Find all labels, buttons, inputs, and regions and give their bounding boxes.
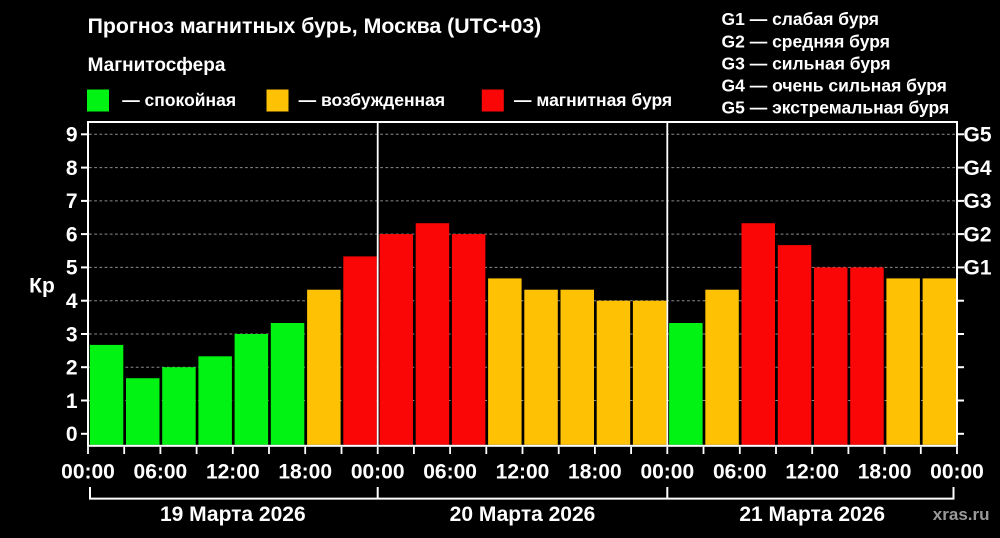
svg-text:G2 — средняя буря: G2 — средняя буря bbox=[722, 31, 890, 51]
svg-text:Прогноз магнитных бурь, Москва: Прогноз магнитных бурь, Москва (UTC+03) bbox=[88, 14, 542, 38]
svg-text:00:00: 00:00 bbox=[640, 460, 694, 483]
svg-text:2: 2 bbox=[66, 357, 78, 380]
svg-text:00:00: 00:00 bbox=[61, 460, 115, 483]
svg-text:G2: G2 bbox=[964, 223, 992, 246]
svg-text:1: 1 bbox=[66, 390, 78, 413]
svg-text:18:00: 18:00 bbox=[858, 460, 912, 483]
svg-text:6: 6 bbox=[66, 223, 78, 246]
svg-text:G1: G1 bbox=[964, 257, 992, 280]
svg-text:— возбужденная: — возбужденная bbox=[299, 90, 445, 110]
svg-text:7: 7 bbox=[66, 190, 78, 213]
svg-text:xras.ru: xras.ru bbox=[933, 505, 990, 524]
svg-text:21 Марта 2026: 21 Марта 2026 bbox=[739, 503, 885, 526]
svg-text:0: 0 bbox=[66, 423, 78, 446]
svg-text:00:00: 00:00 bbox=[351, 460, 405, 483]
svg-text:00:00: 00:00 bbox=[930, 460, 984, 483]
svg-text:G4: G4 bbox=[964, 157, 992, 180]
svg-text:Кр: Кр bbox=[29, 274, 55, 297]
svg-text:18:00: 18:00 bbox=[568, 460, 622, 483]
svg-text:5: 5 bbox=[66, 257, 78, 280]
svg-text:20 Марта 2026: 20 Марта 2026 bbox=[450, 503, 596, 526]
svg-text:3: 3 bbox=[66, 323, 78, 346]
svg-text:G3: G3 bbox=[964, 190, 992, 213]
svg-text:18:00: 18:00 bbox=[278, 460, 332, 483]
svg-text:— магнитная буря: — магнитная буря bbox=[514, 90, 672, 110]
svg-text:8: 8 bbox=[66, 157, 78, 180]
svg-text:06:00: 06:00 bbox=[134, 460, 188, 483]
svg-text:12:00: 12:00 bbox=[496, 460, 550, 483]
svg-text:Магнитосфера: Магнитосфера bbox=[88, 55, 226, 76]
svg-text:19 Марта 2026: 19 Марта 2026 bbox=[160, 503, 306, 526]
svg-text:12:00: 12:00 bbox=[785, 460, 839, 483]
svg-text:G1 — слабая буря: G1 — слабая буря bbox=[722, 9, 880, 29]
svg-text:G5 — экстремальная буря: G5 — экстремальная буря bbox=[722, 98, 950, 118]
svg-text:G4 — очень сильная буря: G4 — очень сильная буря bbox=[722, 76, 947, 96]
svg-text:06:00: 06:00 bbox=[423, 460, 477, 483]
svg-text:G3 — сильная буря: G3 — сильная буря bbox=[722, 53, 891, 73]
svg-text:— спокойная: — спокойная bbox=[122, 90, 236, 110]
svg-text:4: 4 bbox=[66, 290, 78, 313]
svg-text:06:00: 06:00 bbox=[713, 460, 767, 483]
svg-text:G5: G5 bbox=[964, 124, 992, 147]
svg-text:9: 9 bbox=[66, 124, 78, 147]
svg-text:12:00: 12:00 bbox=[206, 460, 260, 483]
